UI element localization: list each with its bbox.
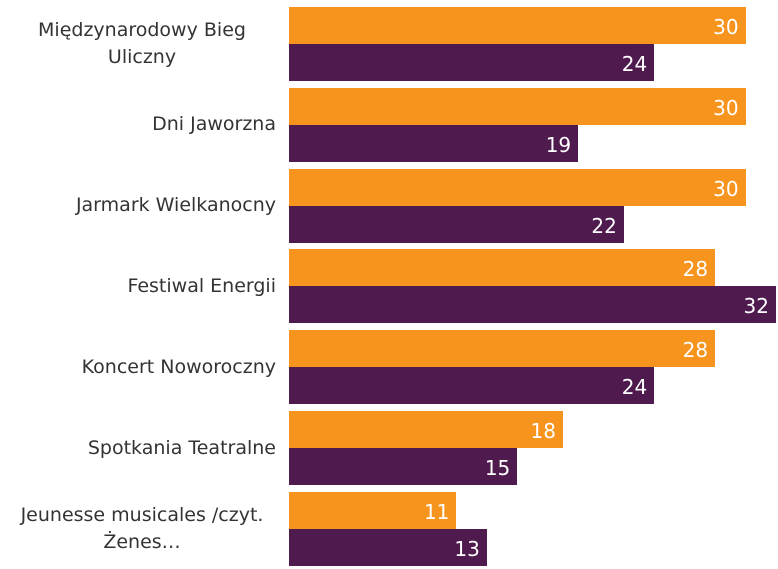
category-label: Międzynarodowy Bieg Uliczny — [8, 7, 276, 81]
bar — [289, 205, 624, 243]
bar — [289, 448, 518, 485]
bar — [289, 367, 655, 405]
category-label: Dni Jaworzna — [152, 88, 276, 162]
bar — [289, 330, 716, 368]
bar — [289, 44, 655, 81]
value-label: 30 — [713, 95, 739, 120]
value-label: 24 — [621, 375, 648, 400]
category-label: Festiwal Energii — [127, 249, 276, 323]
category-text: Jeunesse musicales /czyt. Żenes… — [20, 503, 264, 553]
bar — [289, 491, 457, 529]
value-label: 28 — [682, 257, 709, 282]
value-label: 32 — [743, 294, 769, 319]
category-text: Dni Jaworzna — [152, 113, 276, 136]
category-text: Międzynarodowy Bieg Uliczny — [38, 19, 246, 68]
value-label: 22 — [591, 213, 617, 238]
bar — [289, 411, 563, 448]
bar — [289, 87, 746, 125]
value-label: 13 — [454, 536, 480, 561]
category-label: Spotkania Teatralne — [88, 411, 276, 485]
category-text: Jarmark Wielkanocny — [75, 194, 276, 217]
bar — [289, 124, 579, 162]
value-label: 28 — [682, 338, 709, 363]
value-label: 30 — [713, 176, 739, 201]
category-label: Jeunesse musicales /czyt. Żenes… — [8, 492, 276, 566]
bar — [289, 286, 776, 324]
category-text: Spotkania Teatralne — [87, 436, 276, 459]
category-text: Festiwal Energii — [127, 274, 276, 297]
bar — [289, 528, 487, 566]
value-label: 19 — [545, 132, 572, 157]
value-label: 18 — [530, 419, 556, 443]
value-label: 15 — [484, 456, 511, 480]
value-label: 30 — [713, 15, 739, 39]
value-label: 24 — [621, 52, 648, 76]
category-label: Koncert Noworoczny — [82, 330, 276, 404]
category-label: Jarmark Wielkanocny — [76, 169, 276, 243]
bar — [289, 249, 716, 287]
category-text: Koncert Noworoczny — [81, 355, 276, 378]
value-label: 11 — [423, 499, 450, 524]
bar — [289, 168, 746, 206]
bar — [289, 7, 746, 44]
